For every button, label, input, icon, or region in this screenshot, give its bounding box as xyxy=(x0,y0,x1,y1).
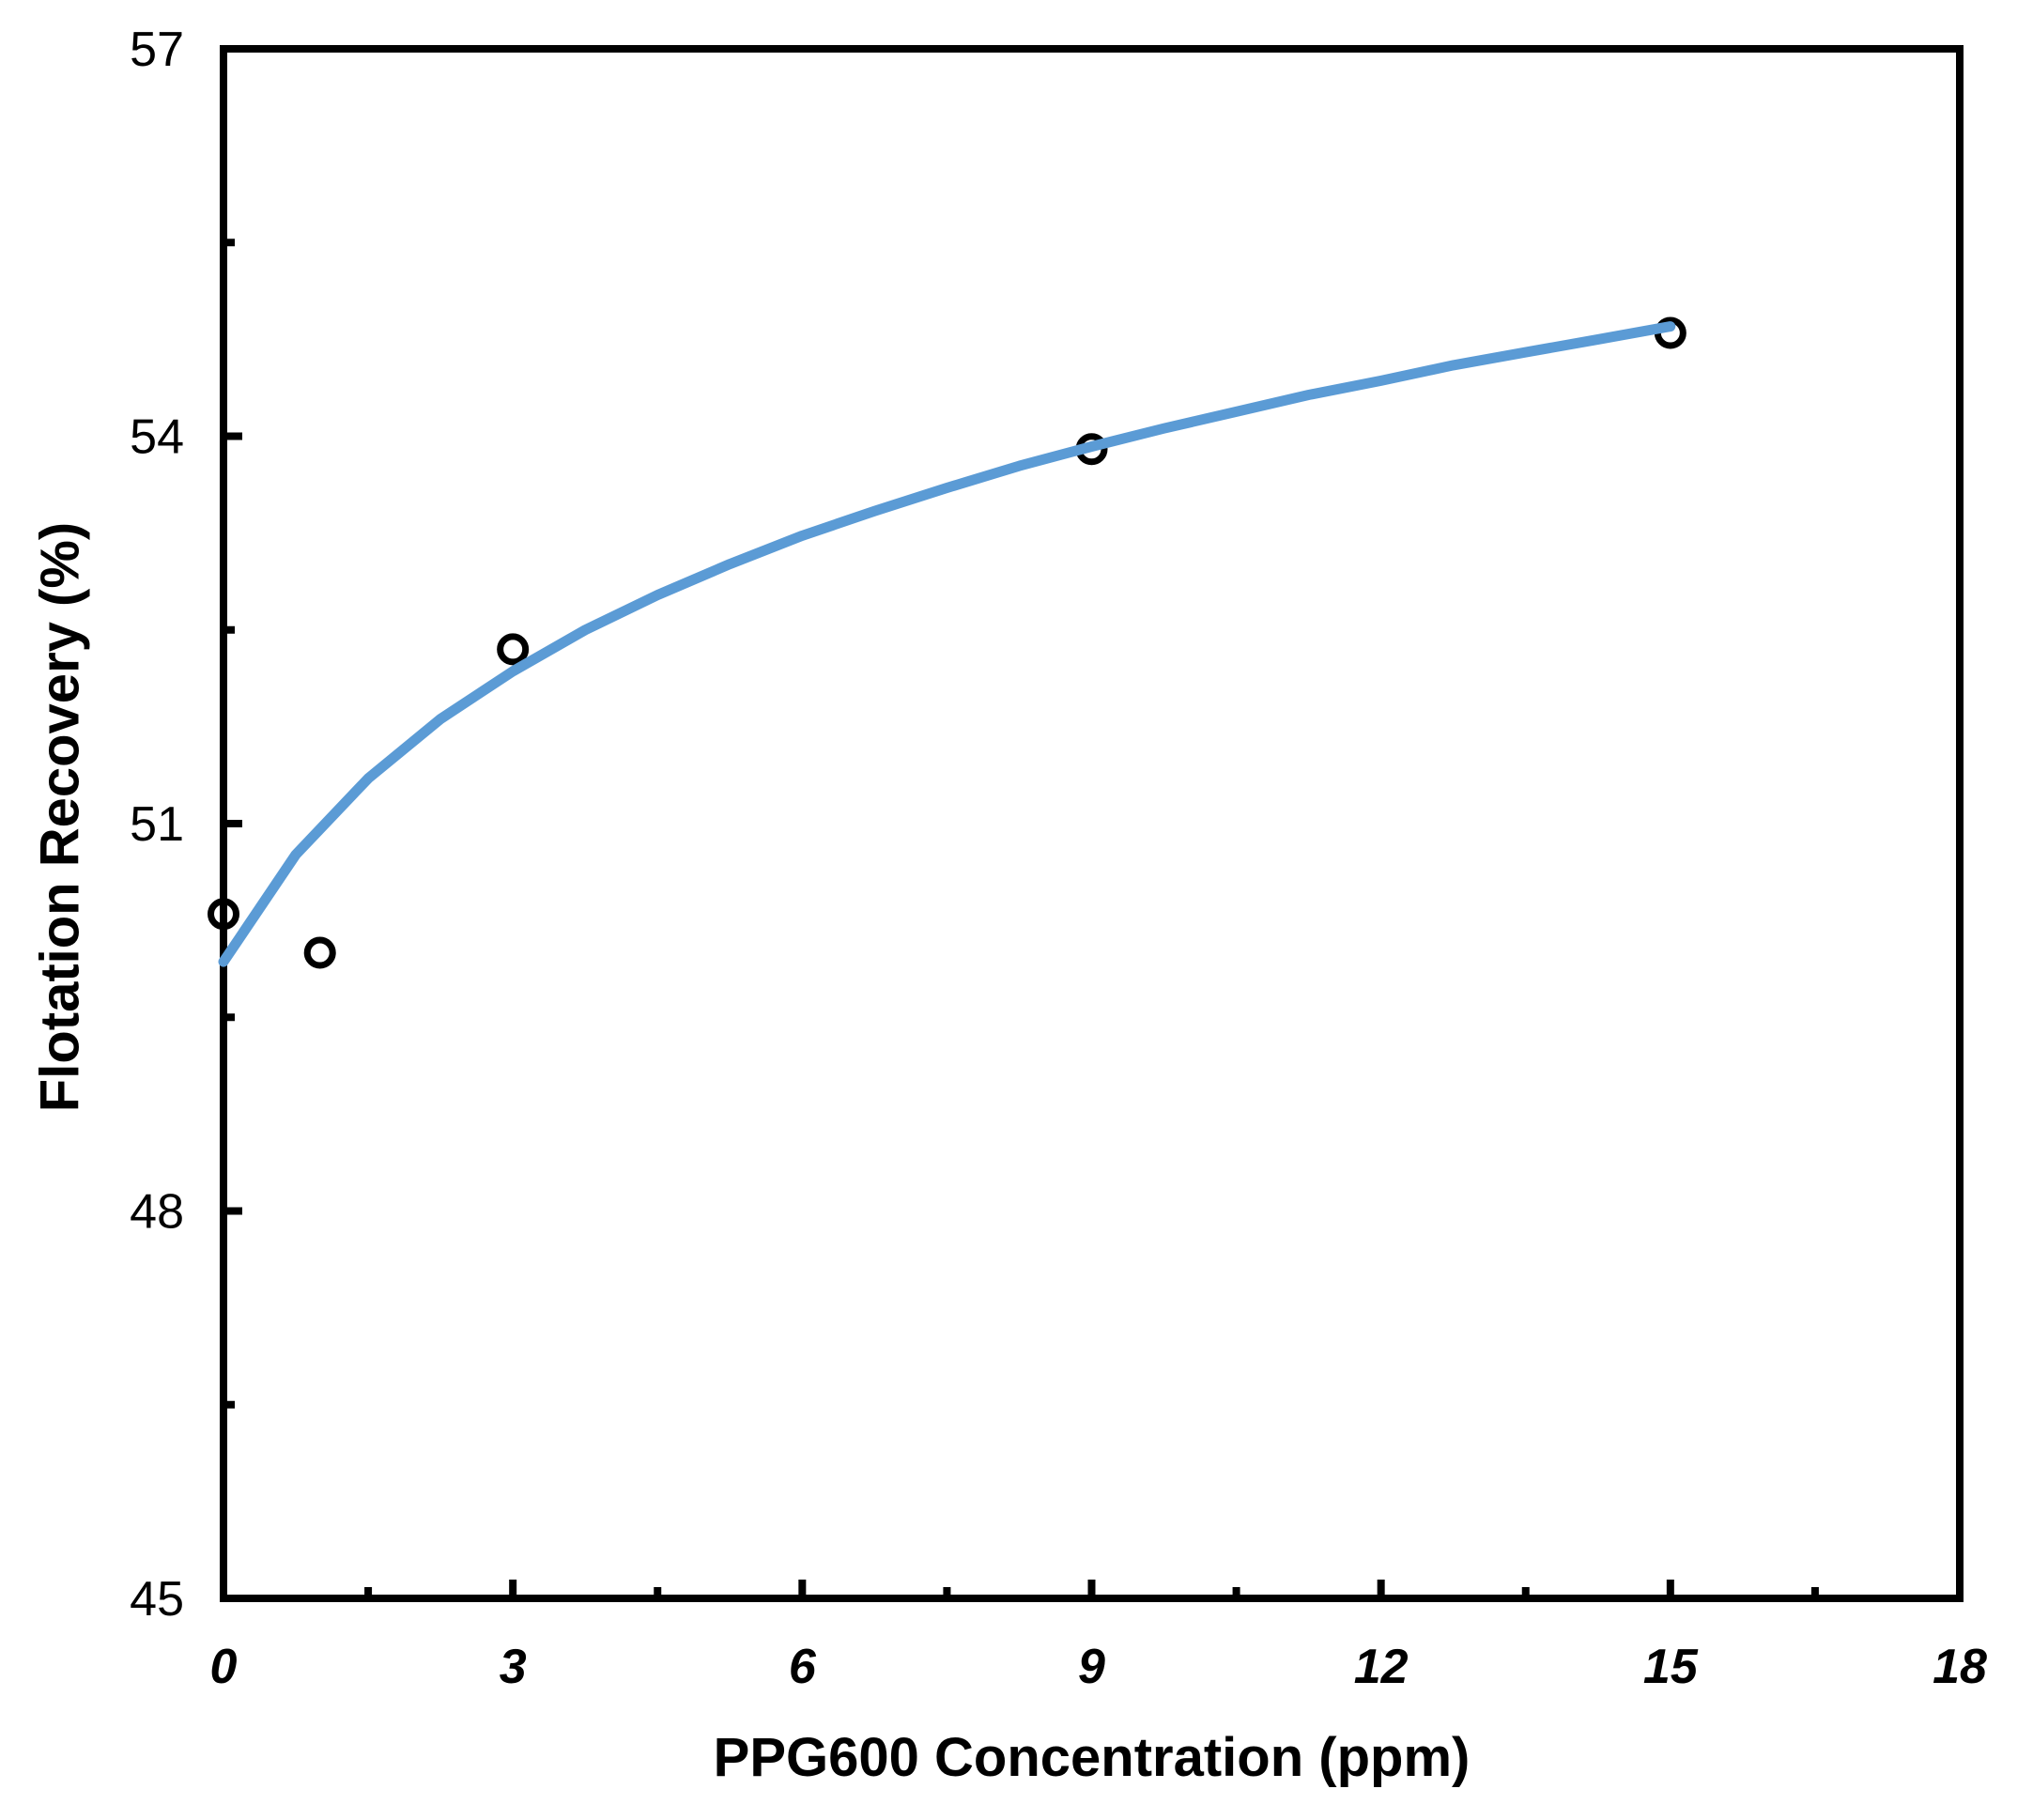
x-tick-label: 18 xyxy=(1933,1640,1987,1694)
data-point-marker xyxy=(497,633,530,666)
trend-line xyxy=(218,321,1676,967)
y-tick-label: 54 xyxy=(130,410,184,465)
x-tick-label: 6 xyxy=(789,1640,817,1694)
plot-frame xyxy=(220,45,1964,1602)
x-axis-title: PPG600 Concentration (ppm) xyxy=(713,1727,1471,1788)
y-tick-label: 51 xyxy=(130,797,184,852)
x-tick-label: 15 xyxy=(1643,1640,1699,1694)
x-tick-label: 9 xyxy=(1078,1640,1105,1694)
y-axis-title: Flotation Recovery (%) xyxy=(29,521,91,1113)
data-point-marker xyxy=(208,898,239,931)
x-tick-label: 12 xyxy=(1354,1640,1409,1694)
x-tick-label: 3 xyxy=(500,1640,527,1694)
data-point-marker xyxy=(303,936,336,969)
x-tick-label: 0 xyxy=(210,1640,238,1694)
y-tick-label: 57 xyxy=(130,23,184,77)
y-tick-label: 48 xyxy=(130,1185,184,1240)
y-tick-label: 45 xyxy=(130,1572,184,1627)
